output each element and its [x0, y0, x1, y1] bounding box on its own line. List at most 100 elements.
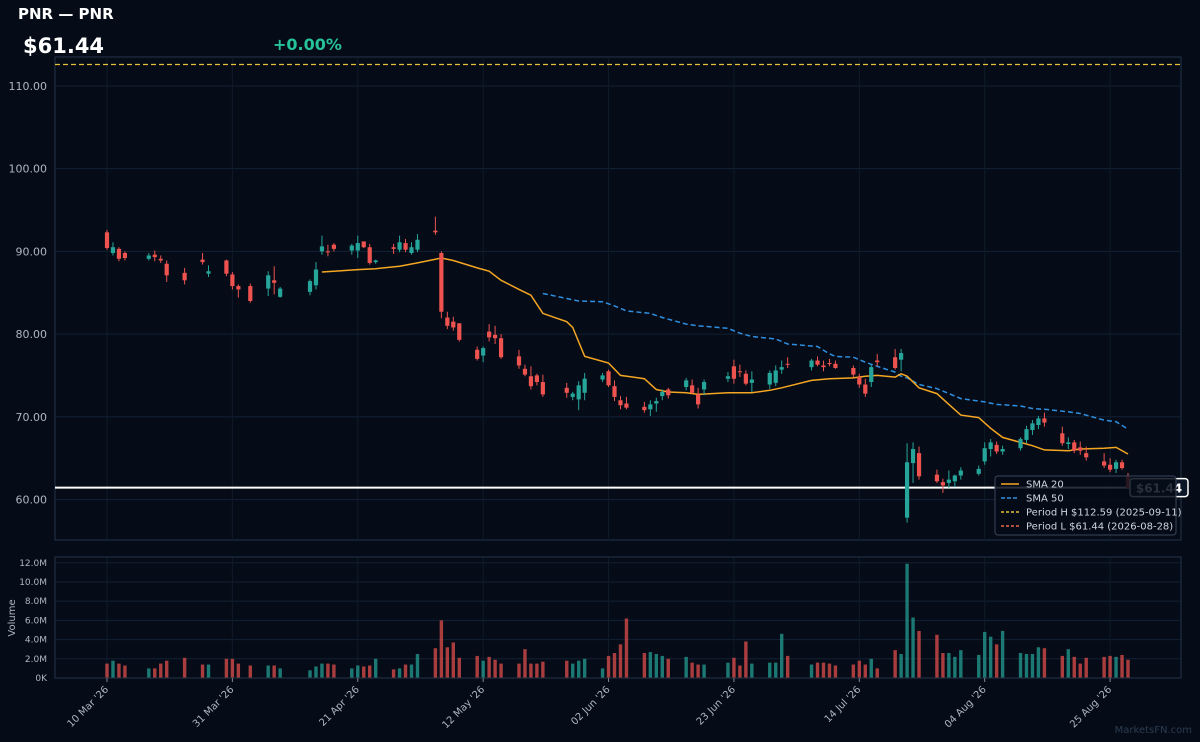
volume-bar: [433, 648, 438, 678]
volume-tick-label: 0K: [35, 674, 48, 684]
volume-bar: [666, 658, 670, 678]
price-tick-label: 90.00: [16, 245, 48, 258]
volume-tick-label: 8.0M: [25, 597, 47, 607]
volume-bar: [702, 664, 706, 678]
volume-bar: [308, 670, 312, 678]
volume-bar: [230, 658, 235, 678]
volume-bar: [833, 665, 838, 678]
volume-axis-label: Volume: [7, 599, 18, 636]
volume-tick-label: 6.0M: [25, 616, 47, 626]
time-tick-label: 31 Mar '26: [191, 684, 237, 730]
candle-body: [863, 384, 868, 394]
candle-body: [785, 363, 790, 365]
volume-bar: [576, 660, 581, 678]
candle-body: [582, 378, 587, 393]
volume-bar: [391, 669, 396, 678]
price-tick-label: 70.00: [16, 411, 48, 424]
volume-bar: [696, 664, 700, 678]
volume-bars: [105, 563, 1130, 678]
volume-bar: [744, 641, 748, 678]
volume-bar: [1084, 657, 1088, 678]
candle-body: [749, 379, 754, 383]
volume-bar: [529, 663, 533, 678]
candle-body: [1024, 429, 1029, 440]
volume-tick-label: 12.0M: [19, 559, 47, 569]
candle-body: [325, 251, 331, 253]
volume-bar: [1060, 655, 1065, 678]
volume-bar: [409, 664, 414, 678]
volume-bar: [368, 665, 372, 678]
candle-body: [893, 357, 898, 368]
volume-bar: [977, 654, 981, 678]
legend-label: Period H $112.59 (2025-09-11): [1026, 508, 1182, 519]
volume-bar: [750, 663, 754, 678]
volume-bar: [726, 662, 730, 678]
candle-body: [278, 288, 283, 297]
candle-body: [516, 356, 522, 366]
candle-body: [875, 360, 880, 363]
volume-bar: [1072, 656, 1076, 678]
candle-body: [851, 367, 856, 375]
volume-bar: [493, 659, 497, 678]
volume-bar: [1066, 649, 1070, 678]
candle-body: [982, 448, 987, 462]
candle-body: [767, 372, 772, 385]
volume-bar: [1024, 653, 1029, 678]
time-tick-label: 04 Aug '26: [943, 684, 989, 730]
candle-body: [725, 376, 731, 379]
volume-bar: [326, 663, 330, 678]
candle-body: [576, 385, 581, 400]
volume-bar: [1102, 656, 1106, 678]
candle-body: [1030, 423, 1035, 431]
candle-body: [1018, 439, 1023, 449]
candle-body: [648, 404, 653, 410]
volume-bar: [206, 664, 211, 678]
candle-body: [684, 380, 689, 387]
volume-bar: [487, 656, 491, 678]
volume-bar: [147, 668, 151, 678]
candle-body: [319, 246, 325, 252]
watermark: MarketsFN.com: [1115, 725, 1192, 736]
candle-body: [534, 375, 539, 383]
candle-body: [660, 391, 665, 397]
legend-label: SMA 20: [1026, 480, 1064, 491]
legend-label: Period L $61.44 (2026-08-28): [1026, 522, 1173, 533]
candle-body: [916, 453, 922, 477]
volume-gridlines: [55, 557, 1181, 679]
candle-body: [779, 367, 784, 370]
candle-body: [110, 247, 116, 254]
volume-bar: [224, 658, 229, 678]
volume-bar: [851, 664, 856, 678]
candle-body: [331, 244, 336, 249]
candle-body: [1060, 433, 1065, 444]
time-tick-label: 25 Aug '26: [1068, 684, 1114, 730]
volume-bar: [684, 656, 688, 678]
volume-bar: [111, 660, 115, 678]
candle-body: [1102, 461, 1107, 466]
candle-body: [1078, 447, 1083, 451]
volume-bar: [917, 630, 921, 678]
candle-body: [361, 241, 366, 248]
volume-bar: [893, 650, 897, 678]
volume-bar: [899, 653, 903, 678]
volume-bar: [983, 631, 987, 678]
candle-body: [958, 470, 963, 476]
candle-body: [104, 232, 110, 249]
volume-bar: [738, 665, 742, 678]
volume-bar: [278, 668, 282, 678]
time-axis: 10 Mar '26 31 Mar '26 21 Apr '26 12 May '26…: [66, 678, 1114, 731]
candle-body: [248, 286, 253, 301]
candle-body: [743, 373, 748, 384]
candle-body: [600, 375, 605, 380]
candle-body: [236, 286, 241, 290]
candle-body: [701, 382, 707, 390]
price-tick-label: 80.00: [16, 328, 48, 341]
volume-bar: [182, 657, 187, 678]
candle-body: [1072, 442, 1077, 451]
time-tick-label: 02 Jun '26: [569, 684, 612, 727]
volume-bar: [356, 665, 360, 678]
candle-body: [403, 243, 408, 250]
candle-body: [528, 376, 534, 387]
volume-bar: [654, 653, 659, 678]
candle-body: [433, 230, 438, 233]
